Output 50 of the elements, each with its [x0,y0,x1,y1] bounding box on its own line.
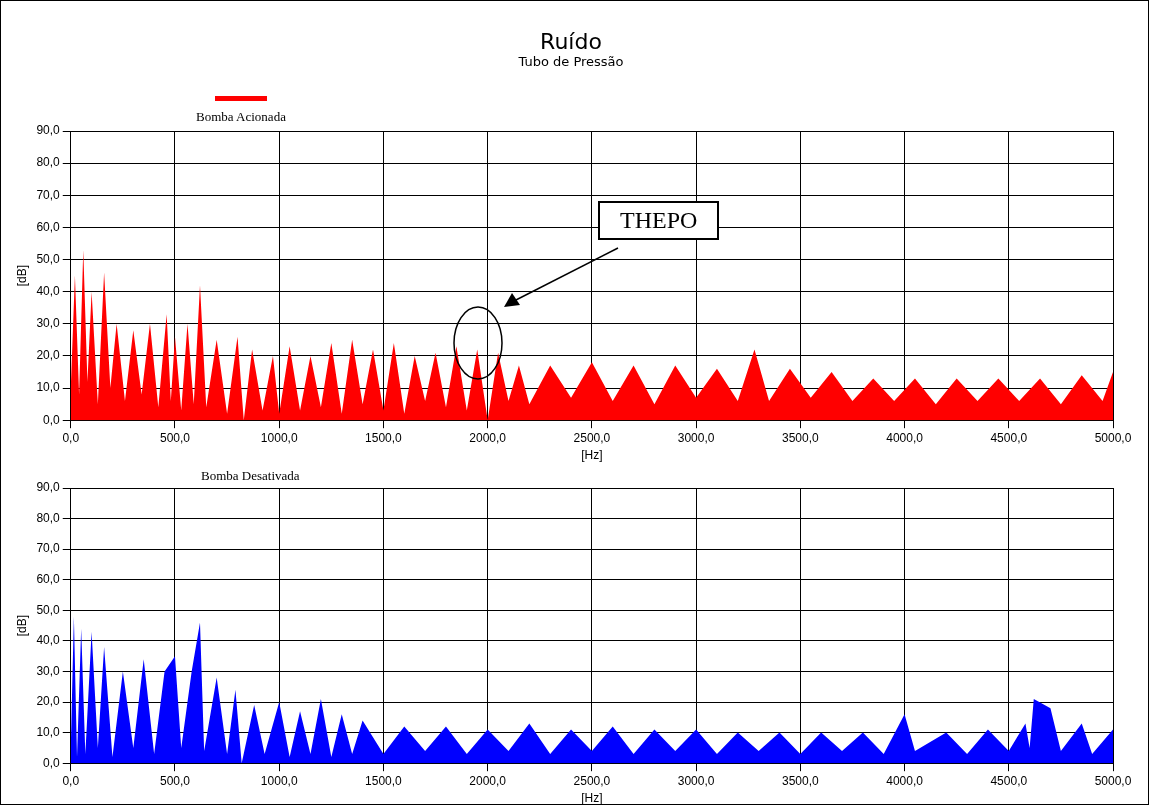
x-tick-label: 5000,0 [1094,430,1132,445]
y-axis-title: [dB] [14,614,29,637]
y-tick-label: 0,0 [43,412,61,427]
x-tick-label: 2500,0 [573,773,611,788]
x-tick-label: 1000,0 [260,430,298,445]
chart-subtitle: Tubo de Pressão [517,54,625,69]
x-tick-label: 1000,0 [260,773,298,788]
y-tick-label: 80,0 [36,510,61,525]
x-tick-label: 500,0 [159,773,191,788]
chart-title: Ruído [539,29,603,54]
x-tick-label: 3500,0 [781,430,819,445]
x-tick-label: 500,0 [159,430,191,445]
y-tick-label: 60,0 [36,219,61,234]
x-axis-title: [Hz] [581,448,603,463]
x-tick-label: 4000,0 [886,430,924,445]
y-tick-label: 80,0 [36,155,61,170]
y-tick-label: 0,0 [43,755,61,770]
y-tick-label: 10,0 [36,724,61,739]
y-tick-label: 20,0 [36,694,61,709]
y-axis-title: [dB] [14,264,29,287]
y-tick-label: 40,0 [36,633,61,648]
x-tick-label: 1500,0 [365,430,403,445]
y-tick-label: 70,0 [36,187,61,202]
y-tick-label: 70,0 [36,541,61,556]
y-tick-label: 60,0 [36,572,61,587]
y-tick-label: 30,0 [36,663,61,678]
chart-title: Bomba Desativada [201,468,300,484]
x-tick-label: 2000,0 [469,430,507,445]
x-tick-label: 4000,0 [886,773,924,788]
y-tick-label: 90,0 [36,480,61,495]
y-tick-label: 50,0 [36,602,61,617]
y-tick-label: 50,0 [36,251,61,266]
y-tick-label: 10,0 [36,380,61,395]
x-tick-label: 3500,0 [781,773,819,788]
x-tick-label: 4500,0 [990,430,1028,445]
x-tick-label: 2000,0 [469,773,507,788]
x-tick-label: 4500,0 [990,773,1028,788]
y-tick-label: 90,0 [36,123,61,138]
x-tick-label: 0,0 [62,430,80,445]
annotation: THEPO [598,201,720,240]
x-tick-label: 1500,0 [365,773,403,788]
x-tick-label: 3000,0 [677,773,715,788]
x-tick-label: 0,0 [62,773,80,788]
y-tick-label: 20,0 [36,348,61,363]
x-tick-label: 5000,0 [1094,773,1132,788]
x-tick-label: 3000,0 [677,430,715,445]
y-tick-label: 40,0 [36,283,61,298]
y-tick-label: 30,0 [36,316,61,331]
legend-label: Bomba Acionada [196,109,286,125]
x-tick-label: 2500,0 [573,430,611,445]
